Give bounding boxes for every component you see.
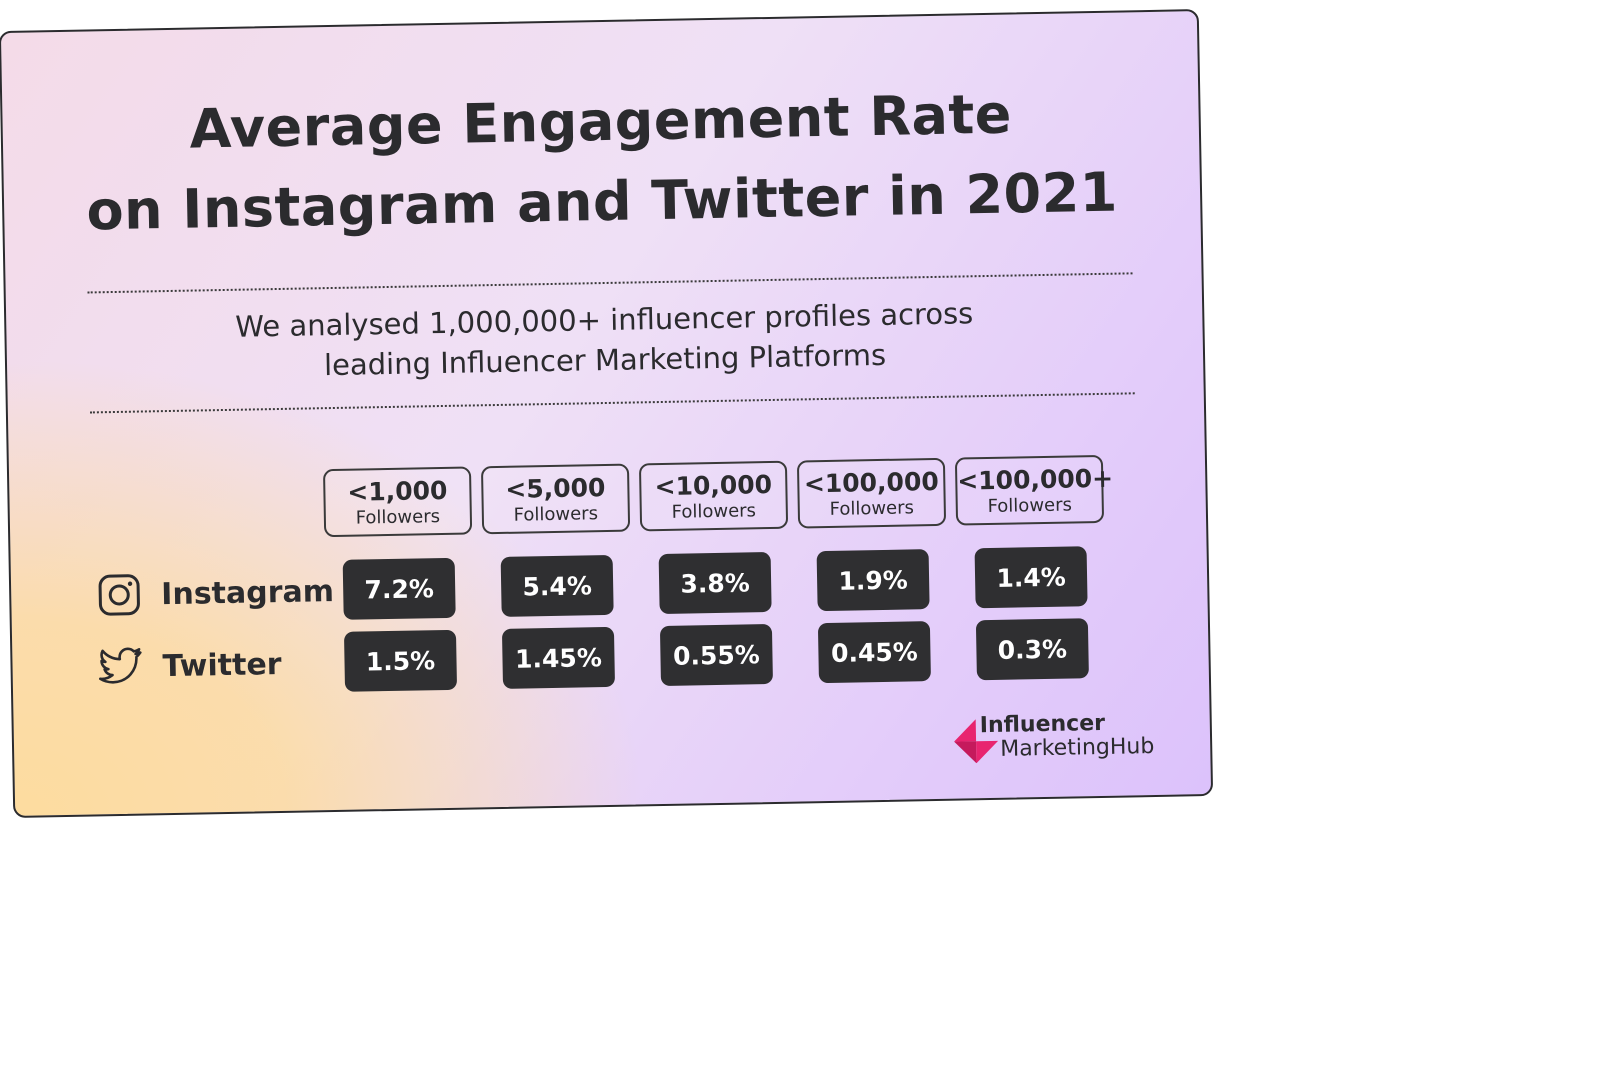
column-header: <100,000 Followers xyxy=(796,457,947,529)
brand-logo: Influencer MarketingHub xyxy=(954,708,1175,772)
dotted-divider-top xyxy=(87,272,1133,294)
instagram-icon xyxy=(95,571,144,620)
column-header: <10,000 Followers xyxy=(638,460,789,532)
table-row: Instagram 7.2% 5.4% 3.8% 1.9% 1.4% xyxy=(11,544,1208,628)
table-row: Twitter 1.5% 1.45% 0.55% 0.45% 0.3% xyxy=(12,616,1209,700)
column-header: <5,000 Followers xyxy=(480,463,631,535)
brand-name-line-2: MarketingHub xyxy=(1000,734,1155,762)
column-header-label: <5,000 xyxy=(505,473,606,504)
table-cell: 5.4% xyxy=(500,554,614,617)
column-header-label: <1,000 xyxy=(347,475,448,507)
table-cell: 1.4% xyxy=(974,546,1088,609)
brand-name-line-1: Influencer xyxy=(979,710,1106,739)
table-cell: 0.3% xyxy=(975,618,1089,681)
row-label-text: Instagram xyxy=(160,573,335,612)
row-label-text: Twitter xyxy=(162,646,282,684)
infographic-card: Average Engagement Rate on Instagram and… xyxy=(0,9,1214,818)
column-header-label: <10,000 xyxy=(654,469,773,502)
row-label-twitter: Twitter xyxy=(96,633,282,698)
table-cell: 7.2% xyxy=(342,557,456,620)
twitter-bird-icon xyxy=(96,643,145,692)
column-header-label: <100,000+ xyxy=(957,463,1114,496)
dotted-divider-bottom xyxy=(89,392,1135,414)
brand-diamond-icon xyxy=(954,719,999,764)
table-cell: 3.8% xyxy=(658,552,772,615)
column-headers: <1,000 Followers <5,000 Followers <10,00… xyxy=(9,453,1206,545)
column-header-sub: Followers xyxy=(671,500,757,523)
chart-subtitle: We analysed 1,000,000+ influencer profil… xyxy=(6,289,1203,391)
column-header-sub: Followers xyxy=(829,497,915,520)
column-header-label: <100,000 xyxy=(803,466,939,499)
column-header: <100,000+ Followers xyxy=(954,454,1114,526)
table-cell: 1.45% xyxy=(501,626,616,689)
chart-title: Average Engagement Rate on Instagram and… xyxy=(2,71,1201,253)
column-header-sub: Followers xyxy=(513,503,599,526)
row-label-instagram: Instagram xyxy=(95,560,335,626)
column-header-sub: Followers xyxy=(355,506,441,529)
table-cell: 0.45% xyxy=(817,621,931,684)
table-cell: 1.5% xyxy=(343,629,458,692)
table-cell: 1.9% xyxy=(816,549,930,612)
column-header: <1,000 Followers xyxy=(322,466,473,538)
column-header-sub: Followers xyxy=(987,494,1073,518)
table-cell: 0.55% xyxy=(659,623,773,687)
